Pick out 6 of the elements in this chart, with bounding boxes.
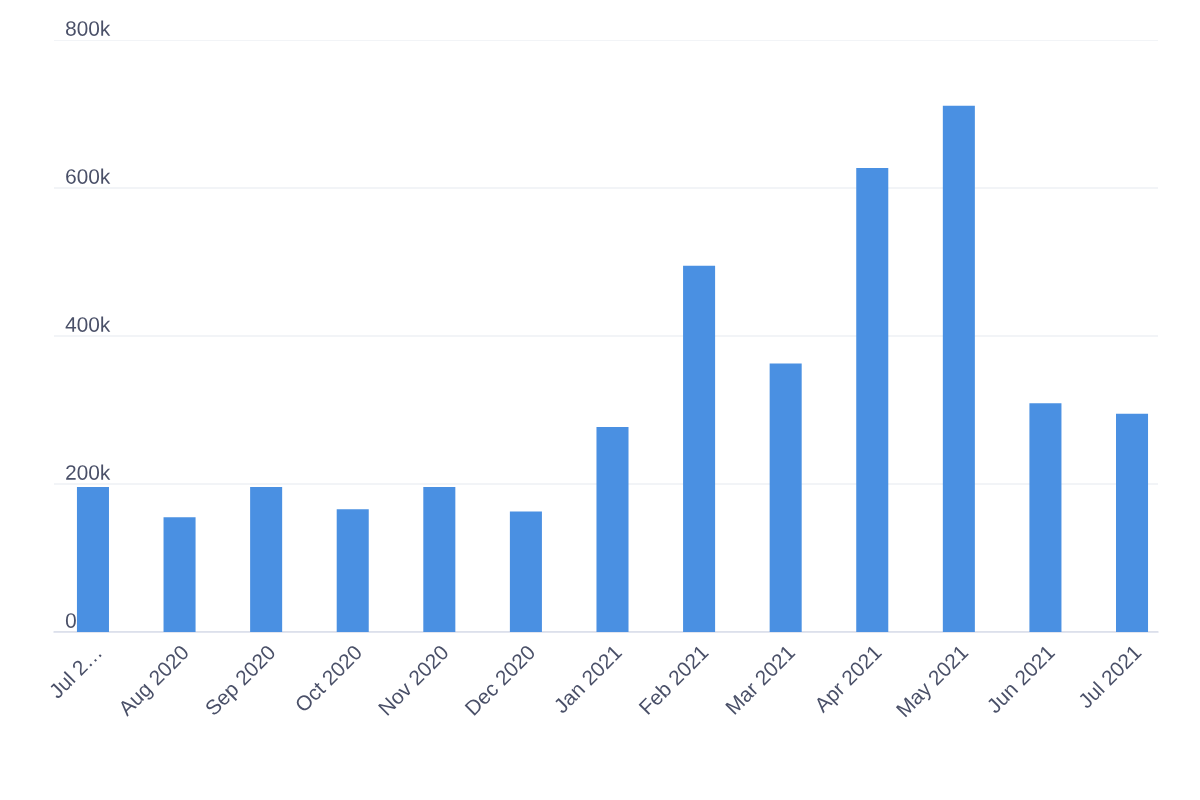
y-tick-label: 400k bbox=[65, 316, 111, 332]
y-tick-label: 800k bbox=[66, 20, 111, 36]
y-tick-label: 600k bbox=[66, 168, 111, 184]
y-tick-label: 0 bbox=[65, 613, 76, 628]
y-tick-label: 200k bbox=[66, 464, 111, 480]
x-tick-label: Jul 2… bbox=[47, 645, 102, 700]
